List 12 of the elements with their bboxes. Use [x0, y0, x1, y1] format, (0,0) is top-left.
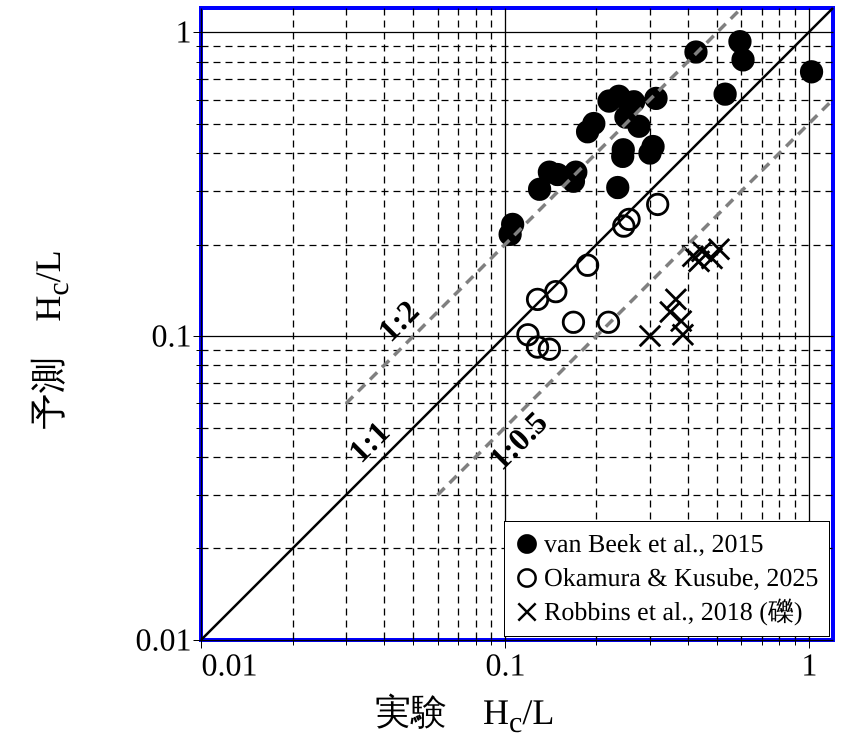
annotation: 1:1: [340, 414, 396, 470]
x-tick-label: 0.1: [485, 646, 526, 682]
y-tick-label: 0.1: [152, 318, 192, 354]
legend-label: Okamura & Kusube, 2025: [544, 563, 818, 592]
y-tick-label: 0.01: [136, 622, 192, 658]
x-axis-title: 実験 H$_{c}$/L: [375, 691, 554, 740]
legend-label: Robbins et al., 2018 (礫): [544, 597, 803, 626]
annotation: 1:2: [370, 292, 426, 348]
x-tick-label: 0.01: [202, 646, 258, 682]
x-tick-label: 1: [801, 646, 818, 682]
y-tick-label: 1: [176, 14, 192, 50]
legend-label: van Beek et al., 2015: [544, 529, 764, 558]
